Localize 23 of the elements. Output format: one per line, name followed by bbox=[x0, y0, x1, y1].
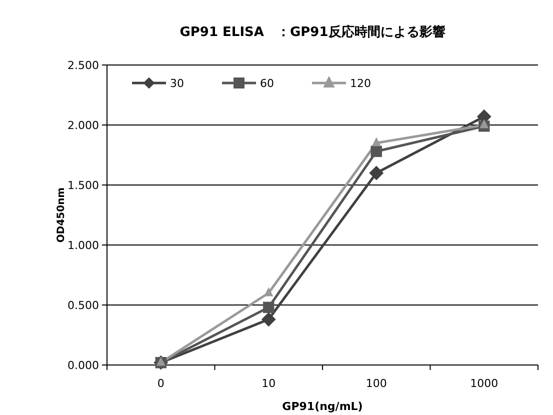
point bbox=[369, 166, 384, 180]
y-tick-label: 0.000 bbox=[68, 359, 99, 372]
x-tick-label: 10 bbox=[262, 377, 276, 390]
legend-label: 60 bbox=[260, 77, 274, 90]
x-axis-title: GP91(ng/mL) bbox=[282, 400, 363, 413]
point bbox=[480, 120, 488, 128]
y-tick-label: 0.500 bbox=[68, 299, 99, 312]
y-tick-label: 2.000 bbox=[68, 119, 99, 132]
legend-label: 30 bbox=[170, 77, 184, 90]
x-tick-label: 100 bbox=[366, 377, 387, 390]
chart-title: GP91 ELISA ：GP91反応時間による影響 bbox=[180, 24, 446, 40]
y-axis-title: OD450nm bbox=[56, 187, 67, 243]
point bbox=[264, 288, 273, 296]
point bbox=[262, 312, 276, 326]
point bbox=[370, 146, 382, 157]
y-tick-label: 1.000 bbox=[68, 239, 99, 252]
y-tick-label: 2.500 bbox=[68, 59, 99, 72]
point bbox=[372, 138, 381, 146]
y-tick-label: 1.500 bbox=[68, 179, 99, 192]
x-tick-label: 1000 bbox=[470, 377, 498, 390]
x-tick-label: 0 bbox=[157, 377, 164, 390]
legend-label: 120 bbox=[350, 77, 371, 90]
point bbox=[263, 302, 274, 313]
